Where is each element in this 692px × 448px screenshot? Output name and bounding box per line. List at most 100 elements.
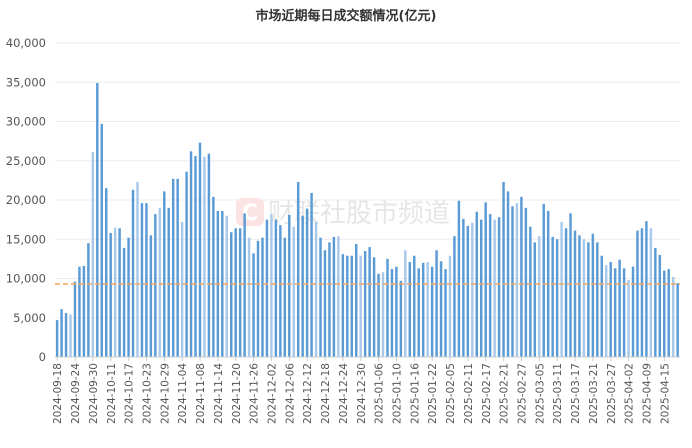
bar — [87, 243, 90, 357]
bar — [426, 262, 429, 357]
bar — [560, 221, 563, 357]
x-tick-label: 2025-01-06 — [374, 363, 386, 424]
bar — [546, 210, 550, 357]
bar — [332, 236, 336, 357]
x-tick-label: 2025-01-10 — [392, 363, 404, 424]
bar — [511, 206, 514, 357]
bar — [587, 242, 590, 357]
bar — [55, 320, 59, 357]
y-tick-label: 15,000 — [6, 232, 46, 246]
bar — [105, 188, 108, 357]
bar — [158, 207, 162, 357]
bar — [591, 233, 595, 357]
bar — [524, 207, 528, 357]
bar — [60, 309, 63, 357]
bar — [600, 255, 603, 357]
bar — [189, 151, 193, 357]
bar — [185, 171, 188, 357]
y-tick-label: 20,000 — [6, 193, 46, 207]
x-tick-label: 2025-02-17 — [481, 363, 493, 424]
x-tick-label: 2024-12-12 — [302, 363, 314, 424]
x-tick-label: 2024-09-30 — [88, 363, 100, 424]
bar — [310, 192, 313, 357]
x-tick-label: 2024-11-14 — [213, 363, 225, 424]
bar — [256, 240, 260, 357]
bar — [578, 235, 581, 357]
bar — [448, 255, 452, 357]
bar — [301, 215, 304, 357]
x-tick-label: 2024-10-11 — [106, 363, 118, 424]
bar — [234, 228, 237, 357]
bar — [654, 247, 657, 357]
bar — [399, 280, 403, 357]
x-tick-label: 2024-10-17 — [124, 363, 136, 424]
bar — [395, 266, 398, 357]
bar — [350, 255, 353, 357]
bar — [113, 227, 117, 357]
bar — [466, 225, 470, 357]
bar — [430, 266, 434, 357]
y-tick-label: 10,000 — [6, 272, 46, 286]
bar — [417, 268, 420, 357]
y-tick-label: 0 — [39, 350, 46, 364]
bar — [658, 254, 662, 357]
x-tick-label: 2025-01-22 — [427, 363, 439, 424]
bar — [408, 262, 412, 357]
x-tick-label: 2025-03-17 — [570, 363, 582, 424]
bar — [64, 313, 68, 357]
bar — [386, 258, 389, 357]
bar — [109, 232, 112, 357]
bar — [363, 251, 367, 357]
bar — [140, 203, 144, 357]
x-tick-label: 2024-11-08 — [195, 363, 207, 424]
bar — [180, 221, 184, 357]
bar — [230, 232, 233, 357]
x-tick-label: 2024-12-06 — [284, 363, 296, 424]
bar — [551, 236, 554, 357]
bar — [225, 215, 228, 357]
bar — [203, 156, 206, 357]
bar — [520, 196, 523, 357]
bar — [118, 228, 121, 357]
x-tick-label: 2024-10-29 — [159, 363, 171, 424]
x-tick-label: 2025-01-16 — [409, 363, 421, 424]
bar — [337, 236, 340, 357]
bar — [341, 254, 345, 357]
bar — [649, 228, 653, 357]
bar — [252, 253, 255, 357]
bar — [529, 226, 532, 357]
bar — [82, 265, 86, 357]
bar — [305, 208, 309, 357]
bar — [346, 255, 349, 357]
watermark-logo — [236, 198, 264, 226]
bar — [618, 259, 621, 357]
bar — [243, 213, 246, 357]
bar — [435, 250, 438, 357]
bar — [73, 281, 77, 357]
bar — [194, 156, 197, 357]
bar — [390, 269, 394, 357]
x-tick-label: 2025-03-21 — [588, 363, 600, 424]
y-tick-label: 30,000 — [6, 115, 46, 129]
bar — [265, 219, 269, 357]
bar — [475, 211, 478, 357]
y-tick-label: 35,000 — [6, 75, 46, 89]
bar — [368, 247, 371, 357]
bar — [493, 219, 496, 357]
bar — [247, 237, 251, 357]
bar — [288, 214, 291, 357]
grid-lines — [55, 42, 680, 319]
bar — [261, 237, 264, 357]
bar — [381, 272, 385, 357]
bar — [542, 203, 545, 357]
bar — [676, 283, 679, 357]
x-tick-label: 2025-04-09 — [642, 363, 654, 424]
bar — [198, 142, 202, 357]
bar — [631, 266, 635, 357]
x-tick-label: 2024-09-18 — [52, 363, 64, 424]
bar — [555, 239, 559, 357]
bar — [100, 123, 103, 357]
x-tick-label: 2025-03-27 — [606, 363, 618, 424]
bar — [149, 235, 153, 357]
x-tick-label: 2025-04-02 — [624, 363, 636, 424]
